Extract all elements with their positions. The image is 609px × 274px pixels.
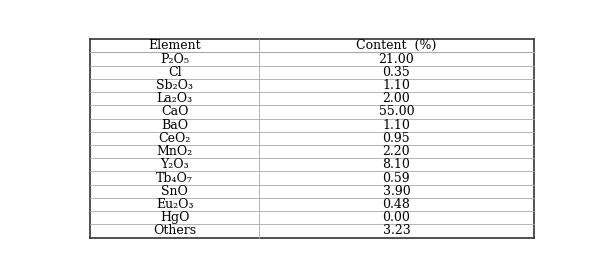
Text: 3.23: 3.23 (382, 224, 410, 237)
Text: 1.10: 1.10 (382, 119, 410, 132)
Text: 3.90: 3.90 (382, 185, 410, 198)
Text: 2.20: 2.20 (382, 145, 410, 158)
Text: 8.10: 8.10 (382, 158, 410, 171)
Text: 2.00: 2.00 (382, 92, 410, 105)
Text: Others: Others (153, 224, 196, 237)
Text: Content  (%): Content (%) (356, 39, 437, 52)
Text: Y₂O₃: Y₂O₃ (160, 158, 189, 171)
Text: CeO₂: CeO₂ (158, 132, 191, 145)
Text: BaO: BaO (161, 119, 188, 132)
Text: 0.95: 0.95 (382, 132, 410, 145)
Text: MnO₂: MnO₂ (157, 145, 192, 158)
Text: 0.35: 0.35 (382, 66, 410, 79)
Text: 0.48: 0.48 (382, 198, 410, 211)
Text: Sb₂O₃: Sb₂O₃ (156, 79, 193, 92)
Text: Eu₂O₃: Eu₂O₃ (156, 198, 193, 211)
Text: 0.59: 0.59 (382, 172, 410, 184)
Text: CaO: CaO (161, 105, 188, 118)
Text: 0.00: 0.00 (382, 211, 410, 224)
Text: 1.10: 1.10 (382, 79, 410, 92)
Text: Tb₄O₇: Tb₄O₇ (156, 172, 193, 184)
Text: La₂O₃: La₂O₃ (157, 92, 192, 105)
Text: Cl: Cl (167, 66, 181, 79)
Text: SnO: SnO (161, 185, 188, 198)
Text: 21.00: 21.00 (379, 53, 414, 65)
Text: P₂O₅: P₂O₅ (160, 53, 189, 65)
Text: 55.00: 55.00 (379, 105, 414, 118)
Text: HgO: HgO (160, 211, 189, 224)
Text: Element: Element (148, 39, 201, 52)
